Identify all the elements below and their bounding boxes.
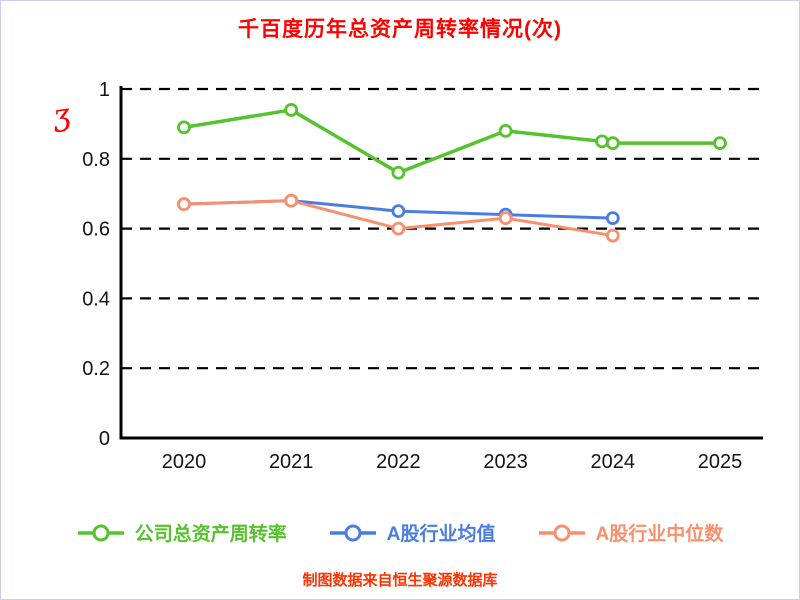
chart-title: 千百度历年总资产周转率情况(次) — [238, 18, 562, 41]
data-point — [498, 211, 513, 226]
legend-marker-company-turnover — [77, 524, 124, 541]
x-tick-label: 2025 — [698, 451, 743, 473]
legend-label-industry-median: A股行业中位数 — [595, 524, 724, 545]
x-tick-label: 2024 — [591, 451, 636, 473]
data-point — [284, 103, 299, 117]
y-tick-label: 0 — [99, 428, 110, 450]
y-tick-label: 1 — [99, 79, 110, 101]
y-tick-label: 0.4 — [82, 288, 110, 310]
y-tick-label: 0.2 — [82, 358, 110, 380]
data-point — [713, 136, 727, 150]
data-point — [605, 211, 620, 226]
data-point — [284, 193, 299, 208]
data-point — [498, 123, 513, 138]
legend-dot — [344, 524, 362, 541]
legend-item-industry-mean: A股行业均值 — [329, 519, 496, 546]
legend-dot — [553, 524, 570, 541]
data-point — [177, 197, 191, 212]
y-tick-label: 0.8 — [82, 149, 110, 171]
data-point — [391, 221, 406, 236]
legend-item-company-turnover: 公司总资产周转率 — [77, 519, 287, 546]
legend-marker-industry-mean — [329, 524, 376, 541]
legend-dot — [92, 524, 110, 541]
data-point — [605, 136, 620, 150]
legend-label-company-turnover: 公司总资产周转率 — [134, 524, 287, 545]
data-point — [391, 204, 406, 219]
legend-label-industry-mean: A股行业均值 — [386, 524, 496, 545]
y-tick-label: 0.6 — [82, 219, 110, 241]
legend-item-industry-median: A股行业中位数 — [538, 519, 724, 546]
legend-marker-industry-median — [538, 524, 585, 541]
data-point — [595, 134, 609, 149]
x-tick-label: 2020 — [162, 451, 207, 473]
source-caption: 制图数据来自恒生聚源数据库 — [302, 572, 498, 589]
series-line-1 — [182, 108, 722, 175]
chart-legend: 公司总资产周转率 A股行业均值 A股行业中位数 — [1, 519, 799, 546]
x-tick-label: 2021 — [269, 451, 314, 473]
data-point — [177, 120, 191, 135]
x-tick-label: 2023 — [483, 451, 528, 473]
data-point — [391, 165, 406, 180]
x-tick-label: 2022 — [376, 451, 421, 473]
data-point — [605, 228, 620, 243]
